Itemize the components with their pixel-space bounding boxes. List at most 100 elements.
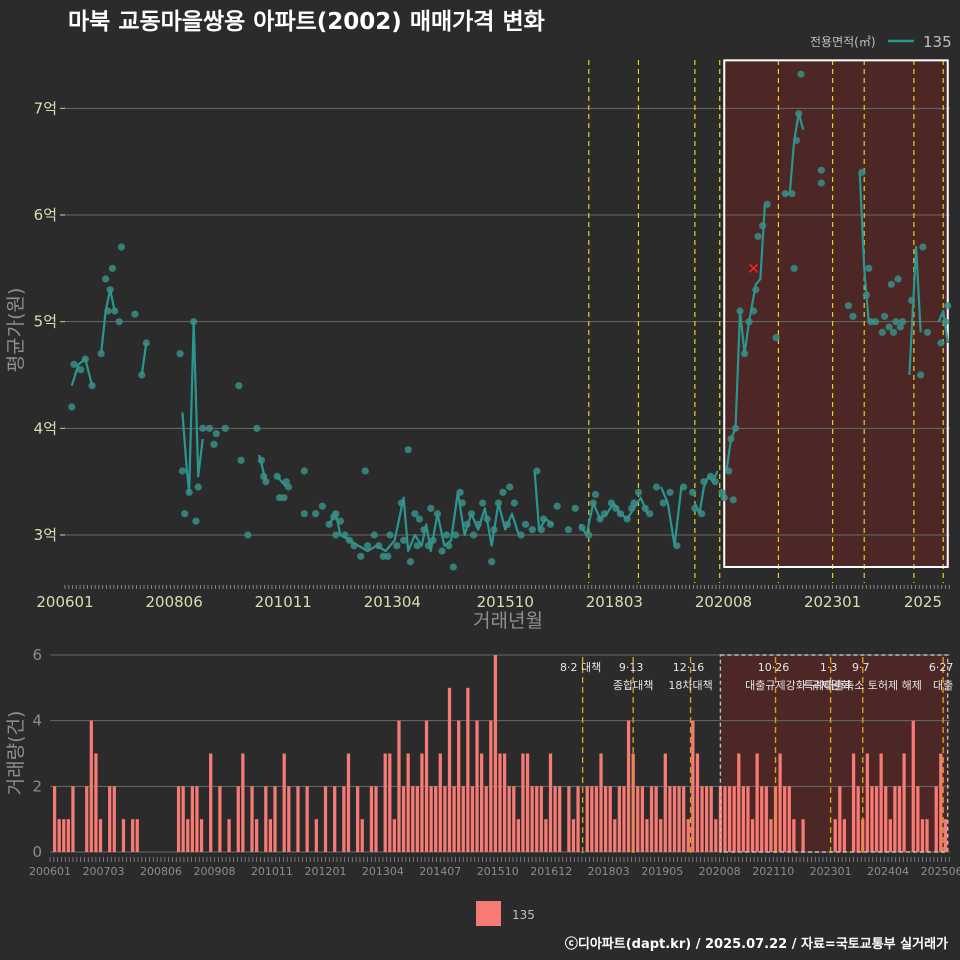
price-point — [499, 488, 507, 496]
volume-x-tick-label: 202404 — [867, 865, 909, 878]
price-panel: 3억 4억 5억 6억 7억 200601 200806 201011 201304 201510… — [34, 59, 952, 611]
volume-bar — [406, 753, 410, 852]
price-point — [325, 520, 333, 528]
price-point — [451, 531, 460, 539]
price-point — [941, 318, 950, 326]
price-point — [68, 403, 76, 411]
volume-bar — [62, 819, 66, 852]
price-point — [878, 328, 886, 336]
price-point — [463, 520, 471, 528]
price-point — [646, 510, 654, 518]
price-line-segment-1 — [100, 288, 116, 354]
volume-bar — [516, 819, 520, 852]
highlight-border — [723, 59, 949, 568]
price-point — [458, 499, 466, 507]
volume-bar — [916, 786, 920, 852]
price-point — [540, 515, 548, 523]
volume-y-tick-label: 2 — [32, 777, 42, 795]
price-point — [571, 504, 579, 512]
price-point — [553, 502, 561, 510]
policy-label: 6·27 — [929, 661, 954, 674]
volume-bar — [135, 819, 139, 852]
volume-bar — [525, 753, 530, 852]
price-point — [185, 488, 193, 496]
price-point — [176, 350, 184, 358]
volume-bar — [52, 786, 57, 852]
price-point — [494, 499, 503, 507]
volume-bar — [833, 819, 837, 852]
price-point — [244, 531, 252, 539]
price-point — [424, 542, 433, 550]
volume-y-tick-label: 0 — [32, 843, 42, 861]
volume-bar — [195, 786, 199, 852]
price-point — [887, 280, 895, 288]
volume-bar — [443, 786, 447, 852]
price-point — [102, 275, 110, 283]
price-point — [262, 478, 270, 486]
volume-bar — [420, 753, 424, 852]
volume-bar — [429, 786, 433, 852]
volume-bar — [342, 786, 346, 852]
volume-bar — [121, 819, 126, 852]
price-point — [413, 542, 421, 550]
price-point — [589, 499, 597, 507]
price-point — [332, 531, 340, 539]
price-point — [797, 70, 805, 78]
volume-x-tick-label: 201612 — [530, 865, 572, 878]
policy-sublabel: 18차대책 — [668, 679, 712, 692]
volume-bar — [943, 819, 948, 852]
price-point — [596, 515, 604, 523]
price-point — [212, 430, 220, 438]
price-point — [449, 563, 457, 571]
volume-bar — [792, 819, 796, 852]
volume-bar — [498, 753, 502, 852]
volume-bar — [663, 753, 667, 852]
volume-bar — [296, 786, 300, 852]
price-point — [361, 467, 369, 475]
price-point — [698, 510, 706, 518]
price-point — [138, 371, 146, 379]
volume-bar — [686, 819, 690, 852]
volume-x-tick-label: 201407 — [419, 865, 461, 878]
price-point — [673, 542, 681, 550]
volume-bar — [397, 720, 401, 852]
volume-x-tick-label: 202008 — [699, 865, 741, 878]
volume-bar — [723, 786, 727, 852]
price-point — [350, 542, 358, 550]
volume-bar — [452, 786, 456, 852]
price-point — [506, 483, 514, 491]
volume-bar — [493, 655, 498, 852]
price-point — [386, 531, 394, 539]
price-point — [919, 243, 927, 251]
volume-bar — [553, 786, 557, 852]
volume-bar — [737, 753, 741, 852]
volume-bar — [613, 819, 617, 852]
x-tick-label: 2025 — [904, 593, 942, 611]
price-point — [725, 467, 733, 475]
price-line-segment-0 — [70, 357, 94, 386]
price-point — [790, 264, 798, 272]
volume-bar — [186, 819, 190, 852]
price-point — [273, 472, 281, 480]
volume-bar — [649, 786, 654, 852]
price-point — [438, 547, 446, 555]
price-point — [700, 478, 708, 486]
volume-bar — [190, 786, 194, 852]
volume-bar — [424, 720, 429, 852]
price-point — [357, 552, 365, 560]
volume-bar — [622, 786, 626, 852]
price-point — [898, 318, 907, 326]
volume-bar — [654, 786, 658, 852]
volume-bar — [576, 786, 580, 852]
price-point — [442, 531, 451, 539]
x-tick-label: 201304 — [364, 593, 421, 611]
volume-bar — [741, 786, 745, 852]
price-point — [752, 286, 760, 294]
price-point — [944, 302, 952, 310]
volume-bar — [603, 786, 608, 852]
x-axis-title: 거래년월 — [473, 610, 543, 632]
price-point — [729, 496, 737, 504]
volume-bar — [571, 819, 576, 852]
policy-sublabel: 특례대출축소 토허제 해제 — [804, 678, 922, 692]
x-tick-label: 201803 — [586, 593, 643, 611]
